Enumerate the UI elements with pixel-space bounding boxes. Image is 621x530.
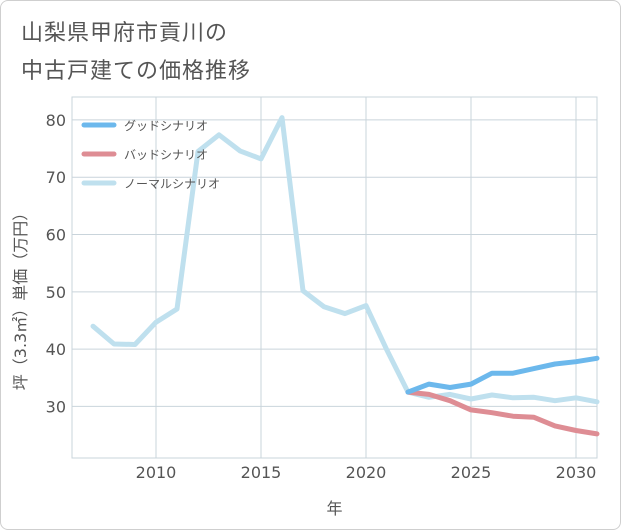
y-tick-label: 70: [46, 168, 66, 187]
x-tick-label: 2015: [241, 463, 282, 482]
chart-title-line-1: 山梨県甲府市貢川の: [21, 21, 229, 46]
x-tick-label: 2030: [556, 463, 597, 482]
axes: 2010 2015 2020 2025 2030 30 40 50 60 70 80: [46, 111, 597, 482]
chart-title: 山梨県甲府市貢川の 中古戸建ての価格推移: [21, 15, 581, 91]
x-tick-label: 2025: [451, 463, 492, 482]
series-line-bad: [405, 389, 600, 437]
legend-label: バッドシナリオ: [124, 148, 208, 162]
y-tick-label: 40: [46, 340, 66, 359]
y-tick-label: 30: [46, 397, 66, 416]
legend-label: ノーマルシナリオ: [124, 177, 220, 191]
y-tick-label: 60: [46, 226, 66, 245]
x-axis-label: 年: [326, 499, 342, 518]
y-axis-label: 坪（3.3㎡）単価（万円）: [11, 205, 30, 390]
series-line-normal: [90, 115, 600, 405]
series-lines: [90, 115, 600, 437]
series-line-good: [405, 355, 600, 395]
legend-label: グッドシナリオ: [124, 119, 208, 133]
x-tick-label: 2020: [346, 463, 387, 482]
y-tick-label: 50: [46, 283, 66, 302]
x-tick-label: 2010: [136, 463, 177, 482]
plot-area-frame: [71, 96, 598, 459]
y-tick-label: 80: [46, 111, 66, 130]
chart-title-line-2: 中古戸建ての価格推移: [21, 59, 252, 84]
